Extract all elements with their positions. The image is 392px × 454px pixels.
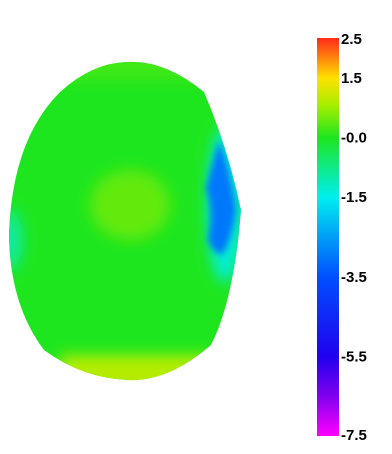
scalp-map (9, 61, 241, 381)
colorbar-gradient (317, 38, 339, 436)
map-right-depression (206, 140, 236, 255)
map-bottom-edge (60, 355, 210, 381)
colorbar-tick-label: 1.5 (341, 70, 362, 87)
colorbar-tick-label: -3.5 (341, 269, 367, 286)
map-left-edge (9, 210, 22, 270)
colorbar-tick-label: -5.5 (341, 348, 367, 365)
colorbar-tick-label: 2.5 (341, 31, 362, 48)
colorbar-tick-label: -7.5 (341, 427, 367, 444)
colorbar: 2.5 1.5 -0.0 -1.5 -3.5 -5.5 -7.5 (317, 31, 367, 444)
colorbar-tick-label: -0.0 (341, 130, 367, 147)
colorbar-ticks: 2.5 1.5 -0.0 -1.5 -3.5 -5.5 -7.5 (341, 31, 367, 444)
map-center (90, 170, 170, 240)
colorbar-tick-label: -1.5 (341, 189, 367, 206)
map-top-edge (40, 61, 220, 80)
